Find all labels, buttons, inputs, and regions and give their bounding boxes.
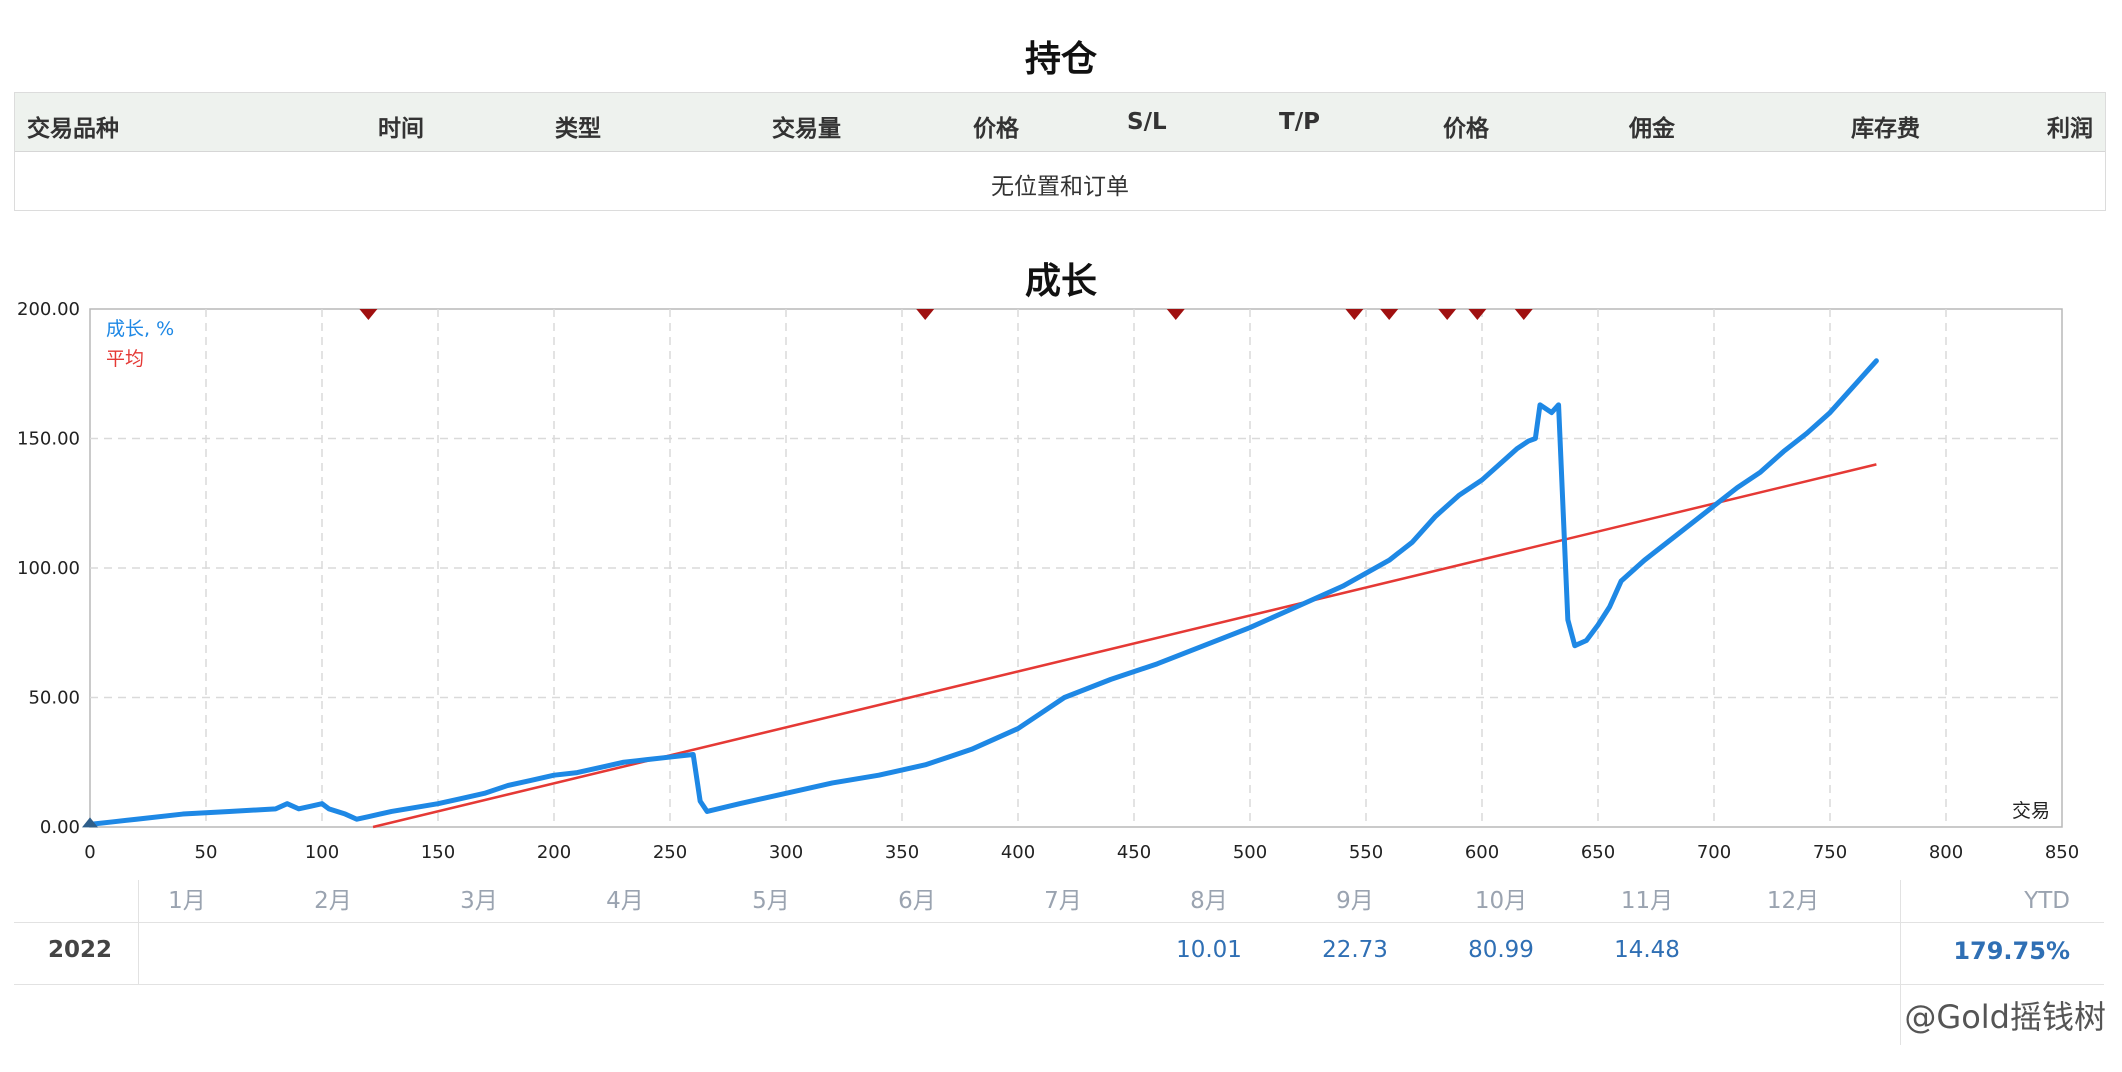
event-marker <box>1438 309 1457 320</box>
average-line <box>372 463 1877 829</box>
month-value[interactable]: 10.01 <box>1176 937 1242 963</box>
watermark: @Gold摇钱树 <box>1904 998 2106 1036</box>
month-header: 2月 <box>314 888 352 914</box>
month-value[interactable]: 14.48 <box>1614 937 1680 963</box>
y-tick-label: 150.00 <box>17 429 80 450</box>
year-label: 2022 <box>48 937 113 963</box>
col-tp: T/P <box>1279 109 1320 135</box>
x-tick-label: 350 <box>885 842 919 863</box>
x-tick-label: 500 <box>1233 842 1267 863</box>
ytd-header: YTD <box>2024 888 2070 914</box>
col-commission: 佣金 <box>1629 116 1675 142</box>
event-marker <box>916 309 935 320</box>
event-marker <box>359 309 378 320</box>
col-sl: S/L <box>1127 109 1167 135</box>
y-tick-label: 0.00 <box>40 817 80 838</box>
ytd-value[interactable]: 179.75% <box>1953 937 2070 965</box>
legend-average: 平均 <box>106 348 144 370</box>
x-tick-label: 800 <box>1929 842 1963 863</box>
x-tick-label: 100 <box>305 842 339 863</box>
monthly-returns-table: 1月 2月 3月 4月 5月 6月 7月 8月 10.01 9月 22.73 10月 80.99 11月 1… <box>14 880 2104 1045</box>
x-tick-label: 600 <box>1465 842 1499 863</box>
month-header: 3月 <box>460 888 498 914</box>
x-tick-label: 150 <box>421 842 455 863</box>
x-tick-label: 0 <box>84 842 95 863</box>
y-tick-label: 100.00 <box>17 558 80 579</box>
growth-line <box>87 358 1879 827</box>
col-profit: 利润 <box>2047 116 2093 142</box>
positions-table: 交易品种 时间 类型 交易量 价格 S/L T/P 价格 佣金 库存费 利润 无… <box>14 92 2106 211</box>
x-tick-label: 550 <box>1349 842 1383 863</box>
month-header: 5月 <box>752 888 790 914</box>
month-header: 4月 <box>606 888 644 914</box>
month-header: 9月 <box>1336 888 1374 914</box>
positions-empty-message: 无位置和订单 <box>991 174 1129 200</box>
x-tick-label: 750 <box>1813 842 1847 863</box>
event-marker <box>1166 309 1185 320</box>
month-value[interactable]: 80.99 <box>1468 937 1534 963</box>
x-tick-label: 300 <box>769 842 803 863</box>
col-time: 时间 <box>378 116 424 142</box>
month-header: 12月 <box>1766 888 1820 914</box>
event-marker <box>1345 309 1364 320</box>
month-header: 10月 <box>1474 888 1528 914</box>
x-axis-label: 交易 <box>2012 800 2050 822</box>
col-swap: 库存费 <box>1851 116 1920 142</box>
month-header: 11月 <box>1620 888 1674 914</box>
positions-header-row: 交易品种 时间 类型 交易量 价格 S/L T/P 价格 佣金 库存费 利润 <box>15 93 2105 152</box>
col-symbol: 交易品种 <box>27 116 119 142</box>
event-marker <box>1514 309 1533 320</box>
x-tick-label: 650 <box>1581 842 1615 863</box>
month-header: 8月 <box>1190 888 1228 914</box>
positions-title: 持仓 <box>1024 39 1097 80</box>
col-price-close: 价格 <box>1443 116 1489 142</box>
growth-title: 成长 <box>1024 261 1097 302</box>
positions-empty-row: 无位置和订单 <box>15 152 2105 210</box>
event-marker <box>1380 309 1399 320</box>
col-type: 类型 <box>555 116 601 142</box>
growth-chart: 0 50 100 150 200 250 300 350 400 450 500 550 600 650 7… <box>17 299 2079 863</box>
month-value[interactable]: 22.73 <box>1322 937 1388 963</box>
y-tick-label: 50.00 <box>28 688 80 709</box>
x-tick-label: 400 <box>1001 842 1035 863</box>
month-header: 6月 <box>898 888 936 914</box>
x-tick-label: 700 <box>1697 842 1731 863</box>
month-header: 1月 <box>168 888 206 914</box>
x-tick-label: 50 <box>195 842 218 863</box>
month-header: 7月 <box>1044 888 1082 914</box>
x-tick-label: 200 <box>537 842 571 863</box>
x-tick-label: 250 <box>653 842 687 863</box>
x-tick-label: 450 <box>1117 842 1151 863</box>
x-tick-label: 850 <box>2045 842 2079 863</box>
col-price-open: 价格 <box>973 116 1019 142</box>
col-volume: 交易量 <box>772 116 841 142</box>
y-tick-label: 200.00 <box>17 299 80 320</box>
event-marker <box>1468 309 1487 320</box>
start-marker <box>82 817 98 828</box>
legend-growth: 成长, % <box>106 318 174 340</box>
